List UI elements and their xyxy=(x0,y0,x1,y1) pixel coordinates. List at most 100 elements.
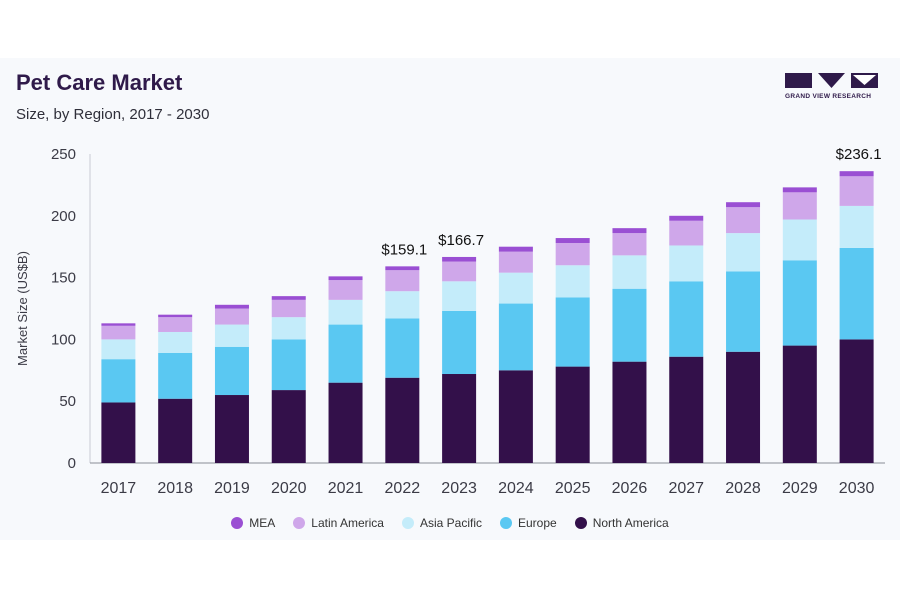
bar-segment-latin-america xyxy=(782,192,817,220)
chart-legend: MEA Latin America Asia Pacific Europe North … xyxy=(0,513,900,533)
bar-segment-europe xyxy=(442,310,477,375)
bar-segment-north-america xyxy=(385,377,420,463)
legend-swatch xyxy=(401,517,414,529)
y-tick-label: 0 xyxy=(68,455,76,472)
bar-segment-asia-pacific xyxy=(442,281,477,311)
bar-segment-asia-pacific xyxy=(726,233,761,272)
legend-swatch xyxy=(574,517,587,529)
x-tick-label: 2023 xyxy=(441,480,477,497)
bar-segment-asia-pacific xyxy=(214,324,249,347)
bar-segment-europe xyxy=(214,346,249,396)
bar-segment-mea xyxy=(555,238,590,243)
bar-segment-mea xyxy=(782,187,817,193)
y-tick-label: 100 xyxy=(51,331,76,348)
bar-segment-latin-america xyxy=(214,308,249,325)
bar-segment-latin-america xyxy=(101,325,136,340)
bar-segment-asia-pacific xyxy=(328,299,363,325)
bar-segment-asia-pacific xyxy=(782,219,817,261)
bar-segment-europe xyxy=(385,318,420,378)
bar-segment-latin-america xyxy=(158,317,193,332)
bar-segment-north-america xyxy=(442,374,477,463)
legend-item-mea: MEA xyxy=(231,516,275,530)
y-axis-title: Market Size (US$B) xyxy=(15,251,30,366)
y-tick-label: 150 xyxy=(51,270,76,287)
y-tick-label: 200 xyxy=(51,208,76,225)
bar-segment-north-america xyxy=(498,370,533,463)
bar-segment-latin-america xyxy=(328,280,363,300)
bar-segment-mea xyxy=(612,228,647,234)
bar-segment-mea xyxy=(839,171,874,177)
bar-segment-latin-america xyxy=(555,242,590,266)
bar-segment-north-america xyxy=(612,361,647,463)
bar-segment-europe xyxy=(271,339,306,391)
x-tick-label: 2025 xyxy=(555,480,591,497)
bar-segment-latin-america xyxy=(726,207,761,234)
legend-swatch xyxy=(500,517,512,529)
bar-segment-europe xyxy=(726,271,761,352)
data-label: $166.7 xyxy=(438,232,484,249)
bar-segment-europe xyxy=(612,288,647,362)
bar-segment-asia-pacific xyxy=(385,291,420,319)
brand-logo xyxy=(785,73,878,88)
legend-item-latin-america: Latin America xyxy=(293,516,384,530)
chart-subtitle: Size, by Region, 2017 - 2030 xyxy=(16,106,210,123)
x-tick-label: 2020 xyxy=(271,480,307,497)
bar-segment-asia-pacific xyxy=(101,339,136,360)
bar-segment-europe xyxy=(555,297,590,367)
bar-segment-latin-america xyxy=(669,220,704,246)
bar-segment-mea xyxy=(214,304,249,309)
legend-label: MEA xyxy=(249,516,276,530)
bar-segment-mea xyxy=(442,256,477,262)
legend-label: North America xyxy=(592,516,669,530)
bar-segment-mea xyxy=(385,266,420,271)
bar-segment-north-america xyxy=(555,366,590,463)
x-tick-label: 2029 xyxy=(782,480,818,497)
bar-segment-north-america xyxy=(271,390,306,463)
bar-segment-north-america xyxy=(782,345,817,463)
bar-segment-asia-pacific xyxy=(612,255,647,289)
x-tick-label: 2026 xyxy=(612,480,648,497)
bar-segment-europe xyxy=(669,281,704,357)
bar-segment-mea xyxy=(498,246,533,252)
bar-segment-latin-america xyxy=(839,176,874,206)
bar-segment-latin-america xyxy=(271,299,306,318)
x-tick-label: 2028 xyxy=(725,480,761,497)
legend-label: Asia Pacific xyxy=(419,516,482,530)
bar-segment-latin-america xyxy=(442,261,477,282)
x-tick-label: 2019 xyxy=(214,480,250,497)
bar-segment-europe xyxy=(782,260,817,346)
bar-segment-asia-pacific xyxy=(839,205,874,248)
bar-segment-north-america xyxy=(101,402,136,463)
bar-segment-asia-pacific xyxy=(555,265,590,298)
brand-logo-text: GRAND VIEW RESEARCH xyxy=(785,93,872,100)
bar-segment-asia-pacific xyxy=(498,272,533,304)
y-tick-label: 50 xyxy=(59,393,76,410)
chart-title: Pet Care Market xyxy=(16,70,183,95)
bar-segment-mea xyxy=(158,314,193,318)
bar-segment-asia-pacific xyxy=(271,317,306,340)
data-label: $236.1 xyxy=(836,146,882,163)
x-tick-label: 2030 xyxy=(839,480,875,497)
bar-segment-mea xyxy=(271,296,306,300)
bar-segment-north-america xyxy=(726,351,761,463)
bar-segment-north-america xyxy=(328,382,363,463)
x-tick-label: 2022 xyxy=(385,480,421,497)
data-label: $159.1 xyxy=(381,241,427,258)
y-tick-label: 250 xyxy=(51,146,76,163)
legend-label: Europe xyxy=(518,516,557,530)
bar-segment-mea xyxy=(328,276,363,281)
legend-item-asia-pacific: Asia Pacific xyxy=(401,516,482,530)
legend-swatch xyxy=(231,517,244,529)
bar-segment-asia-pacific xyxy=(669,245,704,282)
bar-segment-asia-pacific xyxy=(158,331,193,353)
legend-label: Latin America xyxy=(311,516,384,530)
bar-segment-north-america xyxy=(158,398,193,463)
bar-segment-europe xyxy=(839,247,874,340)
legend-swatch xyxy=(293,517,306,529)
bar-segment-latin-america xyxy=(612,233,647,256)
bar-segment-north-america xyxy=(669,356,704,463)
legend-item-north-america: North America xyxy=(574,516,669,530)
x-tick-label: 2027 xyxy=(668,480,704,497)
x-tick-label: 2017 xyxy=(101,480,137,497)
